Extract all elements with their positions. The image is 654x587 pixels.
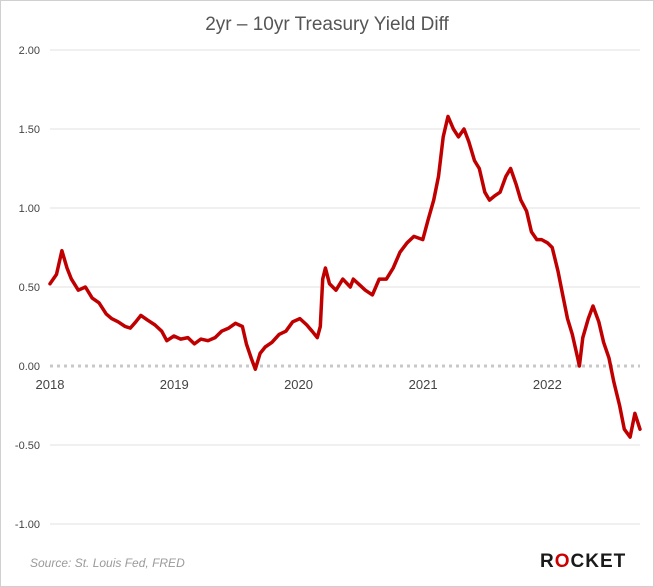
brand-logo: ROCKET — [540, 551, 626, 573]
series-line — [48, 114, 642, 439]
gridlines — [50, 49, 640, 525]
y-tick-label: 1.00 — [19, 203, 40, 215]
brand-logo-r: R — [540, 551, 555, 572]
x-tick-label: 2020 — [284, 377, 313, 392]
y-tick-label: 0.50 — [19, 282, 40, 294]
x-tick-label: 2018 — [36, 377, 65, 392]
y-tick-label: 2.00 — [19, 45, 40, 57]
x-tick-label: 2021 — [409, 377, 438, 392]
y-axis-ticks: 2.00 1.50 1.00 0.50 0.00 -0.50 -1.00 — [15, 45, 40, 531]
source-note: Source: St. Louis Fed, FRED — [30, 556, 185, 570]
chart-title: 2yr – 10yr Treasury Yield Diff — [205, 14, 449, 35]
y-tick-label: 1.50 — [19, 124, 40, 136]
series-layer — [48, 114, 642, 439]
y-tick-label: -1.00 — [15, 519, 40, 531]
x-tick-label: 2019 — [160, 377, 189, 392]
y-tick-label: -0.50 — [15, 440, 40, 452]
brand-logo-rest: CKET — [570, 551, 627, 572]
x-axis-ticks: 2018 2019 2020 2021 2022 — [36, 377, 562, 392]
x-tick-label: 2022 — [533, 377, 562, 392]
y-tick-label: 0.00 — [19, 361, 40, 373]
brand-logo-o: O — [554, 551, 571, 572]
